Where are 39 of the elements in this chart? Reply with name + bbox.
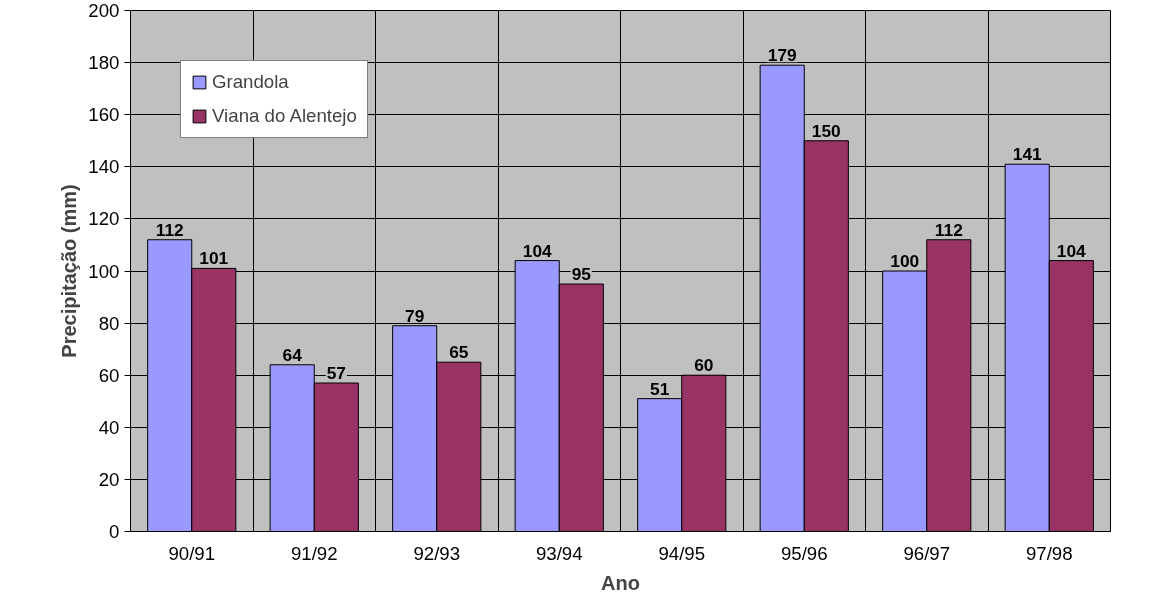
- data-label: 104: [522, 240, 553, 261]
- data-label: 64: [282, 344, 303, 365]
- x-tick-label: 92/93: [413, 542, 461, 564]
- data-label: 179: [767, 45, 797, 66]
- data-label: 57: [326, 363, 346, 384]
- y-tick-label: 100: [88, 260, 120, 282]
- y-tick-label: 120: [88, 208, 120, 230]
- y-tick-label: 140: [88, 156, 120, 178]
- data-label: 104: [1056, 240, 1087, 261]
- data-label: 60: [694, 355, 714, 376]
- y-tick-label: 80: [98, 312, 120, 334]
- x-tick-label: 96/97: [903, 542, 951, 564]
- x-tick-label: 90/91: [168, 542, 216, 564]
- x-axis-title: Ano: [601, 571, 640, 594]
- x-tick-label: 94/95: [658, 542, 706, 564]
- data-label: 141: [1012, 144, 1043, 165]
- data-label: 112: [155, 219, 184, 240]
- x-tick-label: 91/92: [290, 542, 338, 564]
- data-label: 150: [811, 120, 841, 141]
- legend-label: Grandola: [212, 71, 289, 93]
- y-tick-label: 60: [98, 364, 120, 386]
- y-tick-label: 200: [88, 0, 120, 21]
- x-tick-label: 97/98: [1025, 542, 1073, 564]
- data-label: 51: [650, 378, 670, 399]
- y-axis-title: Precipitação (mm): [58, 184, 81, 358]
- x-tick-label: 95/96: [780, 542, 828, 564]
- x-tick-label: 93/94: [535, 542, 583, 564]
- data-label: 112: [934, 219, 963, 240]
- data-label: 95: [571, 264, 592, 285]
- y-tick-label: 20: [98, 468, 120, 490]
- legend-label: Viana do Alentejo: [212, 105, 357, 127]
- y-tick-label: 180: [88, 52, 120, 74]
- data-label: 79: [405, 305, 425, 326]
- y-tick-label: 160: [88, 104, 120, 126]
- y-tick-label: 0: [109, 521, 120, 542]
- data-label: 65: [449, 342, 469, 363]
- data-label: 100: [890, 251, 920, 271]
- y-tick-label: 40: [98, 416, 120, 438]
- data-label: 101: [199, 248, 229, 269]
